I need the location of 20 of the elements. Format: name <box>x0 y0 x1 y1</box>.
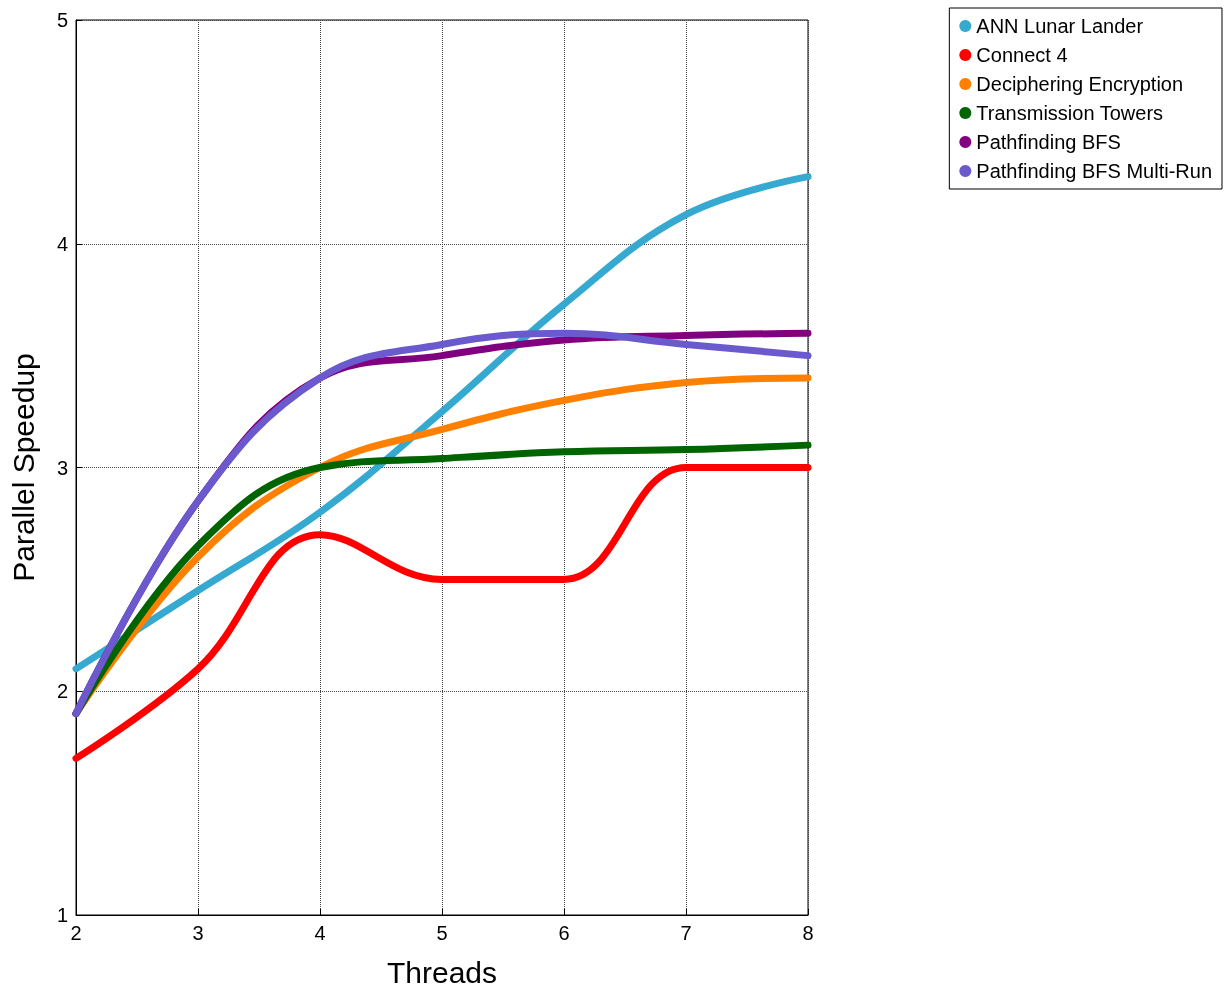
x-tick-label: 6 <box>558 922 570 944</box>
x-tick-label: 3 <box>192 922 204 944</box>
x-tick-label: 4 <box>314 922 326 944</box>
y-tick-label: 3 <box>56 456 68 479</box>
x-tick-label: 8 <box>802 922 814 944</box>
legend-label: Deciphering Encryption <box>976 73 1184 95</box>
y-tick-label: 1 <box>56 904 68 926</box>
x-tick-label: 2 <box>70 922 82 944</box>
legend-label: Connect 4 <box>976 44 1068 66</box>
legend-label: Pathfinding BFS <box>976 131 1121 153</box>
y-axis-title: Parallel Speedup <box>6 353 40 582</box>
x-axis-title: Threads <box>386 955 498 989</box>
legend-label: Pathfinding BFS Multi-Run <box>976 160 1213 182</box>
legend-label: ANN Lunar Lander <box>976 15 1144 37</box>
y-tick-label: 2 <box>56 680 68 703</box>
x-tick-label: 7 <box>680 922 692 944</box>
y-tick-label: 4 <box>56 232 68 255</box>
y-tick-label: 5 <box>56 9 68 31</box>
x-tick-label: 5 <box>436 922 448 944</box>
legend-label: Transmission Towers <box>976 102 1164 124</box>
